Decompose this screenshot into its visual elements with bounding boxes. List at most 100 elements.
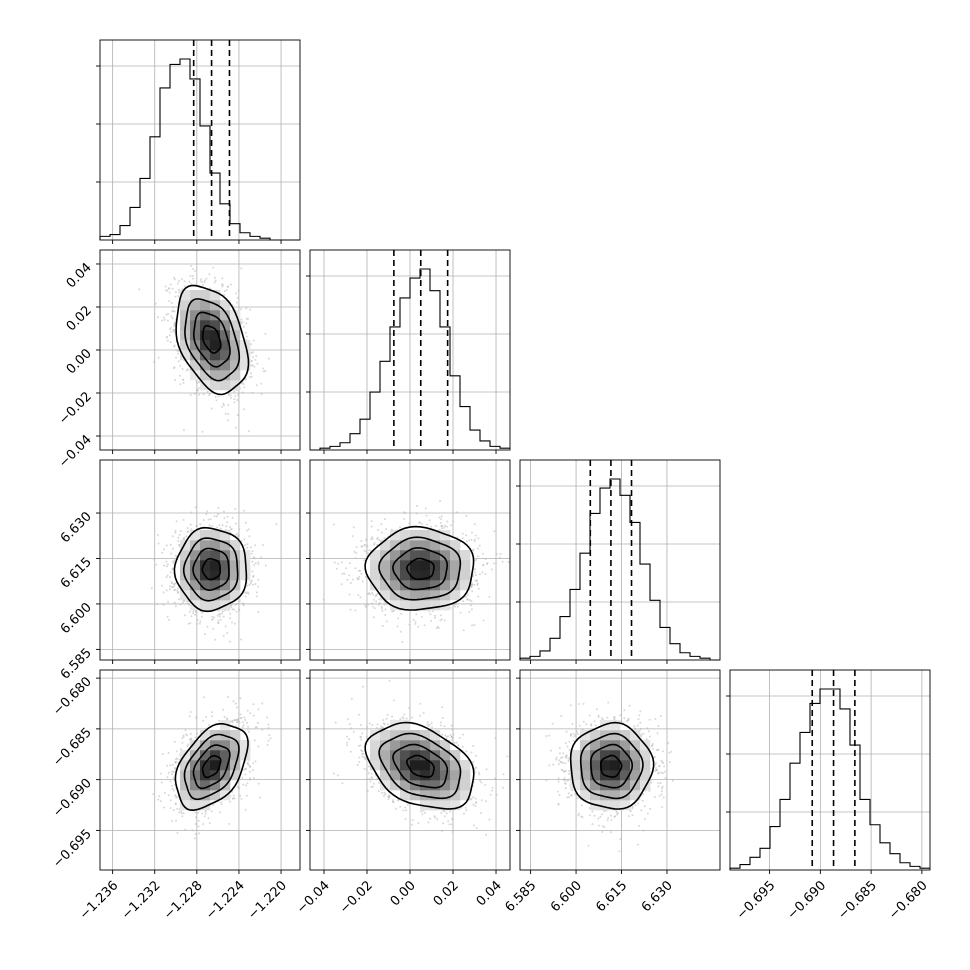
sample-point <box>237 534 240 537</box>
sample-point <box>233 390 236 393</box>
sample-point <box>171 535 174 538</box>
sample-point <box>247 528 250 531</box>
sample-point <box>248 376 251 378</box>
sample-point <box>439 619 442 622</box>
sample-point <box>245 322 248 325</box>
sample-point <box>252 575 255 578</box>
sample-point <box>196 619 199 621</box>
density-panel <box>322 500 510 643</box>
density-cell <box>220 570 231 581</box>
density-cell <box>240 360 251 371</box>
sample-point <box>434 614 437 617</box>
sample-point <box>423 624 426 627</box>
sample-point <box>194 506 197 509</box>
sample-point <box>373 607 376 610</box>
sample-point <box>221 277 224 280</box>
sample-point <box>186 368 189 371</box>
sample-point <box>440 525 443 528</box>
sample-point <box>225 525 228 528</box>
sample-point <box>250 375 253 378</box>
density-cell <box>230 590 241 601</box>
density-cell <box>190 580 201 591</box>
sample-point <box>170 302 173 304</box>
sample-point <box>217 506 220 509</box>
sample-point <box>471 590 474 593</box>
sample-point <box>454 605 457 608</box>
sample-point <box>176 589 179 592</box>
sample-point <box>252 356 254 359</box>
sample-point <box>213 616 216 619</box>
sample-point <box>188 603 191 606</box>
sample-point <box>197 381 200 384</box>
density-cell <box>230 360 241 371</box>
sample-point <box>468 610 471 613</box>
sample-point <box>224 412 227 415</box>
sample-point <box>242 604 245 607</box>
density-cell <box>230 320 241 331</box>
sample-point <box>165 544 168 547</box>
contour-line <box>173 526 248 613</box>
sample-point <box>222 402 225 405</box>
density-cell <box>230 350 241 361</box>
sample-point <box>474 571 476 574</box>
sample-point <box>202 283 204 286</box>
contour-line <box>175 284 250 396</box>
density-cell <box>230 560 241 571</box>
sample-point <box>253 365 256 368</box>
sample-point <box>236 414 239 416</box>
sample-point <box>157 316 159 319</box>
density-cell <box>220 350 231 361</box>
sample-point <box>181 601 184 604</box>
sample-point <box>173 561 175 564</box>
grid-lines <box>100 250 300 450</box>
sample-point <box>251 391 254 394</box>
sample-point <box>476 555 479 558</box>
density-cell <box>180 290 191 301</box>
sample-point <box>488 595 491 598</box>
sample-point <box>257 563 260 566</box>
sample-point <box>215 515 218 518</box>
sample-point <box>175 520 178 523</box>
sample-point <box>155 563 158 566</box>
sample-point <box>168 618 170 621</box>
sample-point <box>369 593 372 596</box>
sample-point <box>246 529 248 532</box>
sample-point <box>171 582 173 585</box>
sample-point <box>238 609 241 612</box>
sample-point <box>250 552 253 555</box>
sample-point <box>249 308 252 311</box>
sample-point <box>166 289 169 292</box>
sample-point <box>229 617 232 620</box>
sample-point <box>499 556 502 559</box>
sample-point <box>222 404 225 407</box>
sample-point <box>165 565 168 568</box>
sample-point <box>391 610 394 613</box>
sample-point <box>260 382 263 385</box>
density-cell <box>190 340 201 351</box>
sample-point <box>177 360 180 363</box>
contour-line <box>201 325 222 354</box>
density-cell <box>220 380 231 391</box>
sample-point <box>245 307 248 310</box>
sample-point <box>195 525 198 528</box>
sample-point <box>257 611 260 613</box>
sample-point <box>416 504 418 507</box>
sample-point <box>384 608 387 611</box>
sample-point <box>168 585 171 588</box>
sample-point <box>356 577 359 580</box>
sample-point <box>213 281 216 284</box>
sample-point <box>465 514 468 517</box>
sample-point <box>192 612 195 615</box>
sample-point <box>169 341 172 344</box>
sample-point <box>165 560 168 563</box>
density-cell <box>190 350 201 361</box>
sample-point <box>174 291 177 294</box>
sample-point <box>238 528 241 531</box>
density-cell <box>230 370 241 381</box>
sample-point <box>179 530 182 533</box>
sample-point <box>254 544 257 547</box>
sample-point <box>218 615 221 618</box>
sample-point <box>230 283 232 286</box>
density-cell <box>230 340 241 351</box>
sample-point <box>201 615 203 618</box>
